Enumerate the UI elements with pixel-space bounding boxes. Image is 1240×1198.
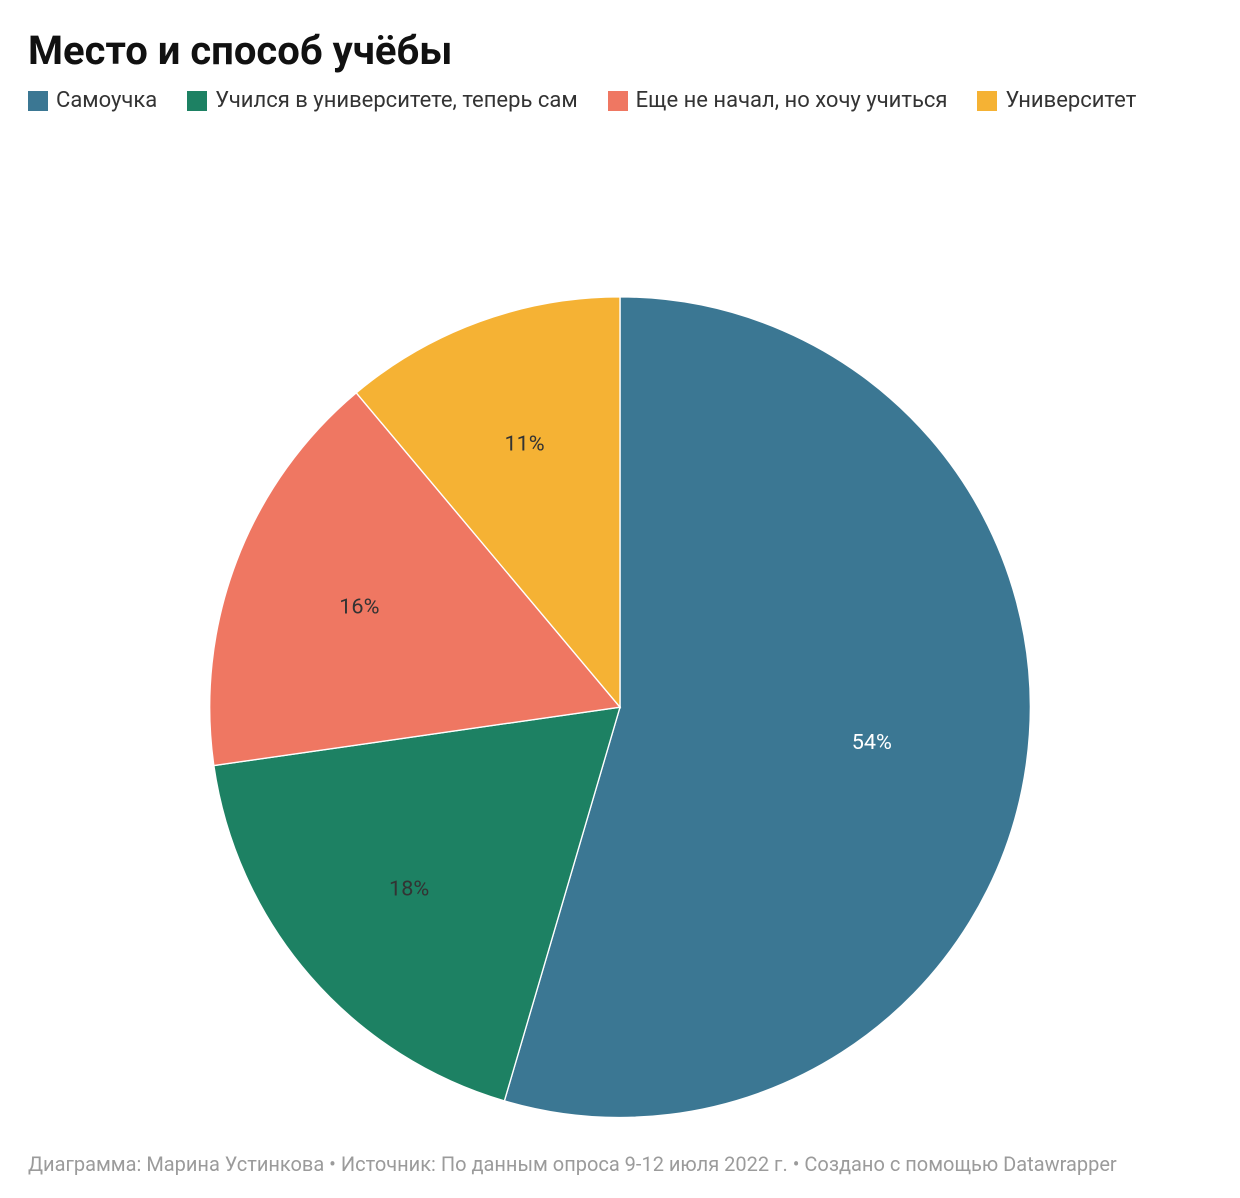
legend-label: Университет <box>1005 88 1136 113</box>
legend: Самоучка Учился в университете, теперь са… <box>28 88 1212 113</box>
legend-label: Самоучка <box>56 88 157 113</box>
legend-swatch <box>187 91 207 111</box>
legend-item: Университет <box>977 88 1136 113</box>
legend-swatch <box>608 91 628 111</box>
legend-item: Еще не начал, но хочу учиться <box>608 88 948 113</box>
pie-chart: 54% 18% 16% 11% <box>28 121 1212 1131</box>
chart-title: Место и способ учёбы <box>28 28 1212 74</box>
chart-container: Место и способ учёбы Самоучка Учился в ун… <box>0 0 1240 1198</box>
slice-label: 54% <box>852 730 892 755</box>
legend-label: Учился в университете, теперь сам <box>215 88 577 113</box>
legend-item: Самоучка <box>28 88 157 113</box>
legend-swatch <box>977 91 997 111</box>
slice-label: 11% <box>504 432 544 457</box>
slice-label: 16% <box>339 594 379 619</box>
chart-footer: Диаграмма: Марина Устинкова • Источник: … <box>28 1152 1117 1176</box>
legend-item: Учился в университете, теперь сам <box>187 88 577 113</box>
pie-chart-area: 54% 18% 16% 11% <box>28 121 1212 1131</box>
slice-label: 18% <box>389 877 429 902</box>
legend-swatch <box>28 91 48 111</box>
legend-label: Еще не начал, но хочу учиться <box>636 88 948 113</box>
